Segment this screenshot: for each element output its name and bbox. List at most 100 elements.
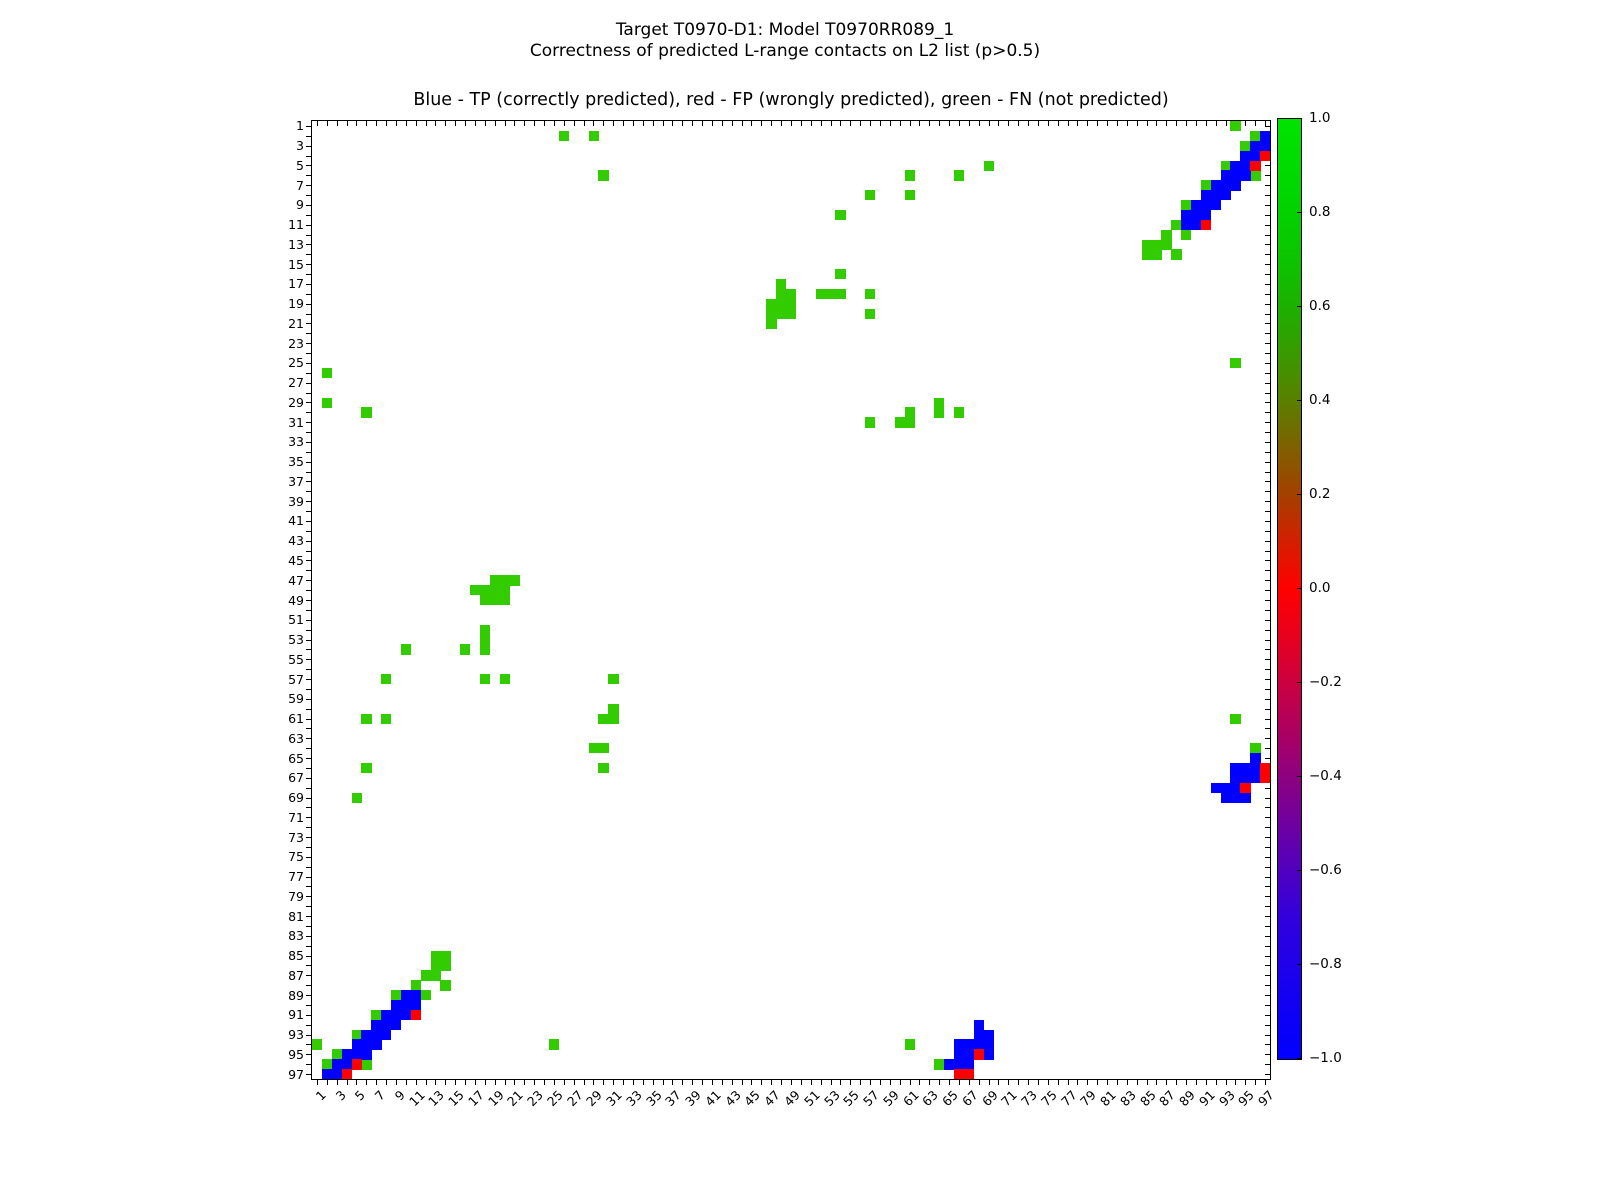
y-axis-tick-right — [1265, 402, 1270, 404]
y-axis-tick-right — [1265, 550, 1270, 552]
x-axis-tick — [1225, 1079, 1227, 1085]
y-axis-tick-right — [1265, 491, 1270, 493]
y-axis-tick-right — [1265, 856, 1270, 858]
x-axis-tick — [721, 1079, 723, 1085]
x-axis-tick-top — [1097, 121, 1099, 126]
contact-cell-fn — [499, 585, 510, 596]
x-axis-tick — [1018, 1079, 1020, 1085]
y-axis-label: 79 — [288, 888, 304, 904]
x-axis-tick-top — [415, 121, 417, 126]
contact-cell-fp — [1260, 150, 1271, 161]
x-axis-tick — [425, 1079, 427, 1085]
x-axis-tick-top — [583, 121, 585, 126]
contact-cell-fn — [509, 575, 520, 586]
contact-cell-fp — [1200, 219, 1212, 231]
contact-cell-tp — [1181, 219, 1192, 231]
x-axis-tick-top — [860, 121, 862, 126]
y-axis-tick-right — [1265, 609, 1270, 611]
contact-cell-tp — [1250, 753, 1261, 764]
x-axis-tick-top — [514, 121, 516, 126]
x-axis-tick-top — [850, 121, 852, 126]
y-axis-label: 87 — [288, 967, 304, 983]
contact-cell-fp — [410, 1009, 422, 1021]
x-axis-tick-top — [1195, 121, 1197, 126]
y-axis-tick-right — [1265, 323, 1270, 325]
y-axis-tick — [306, 382, 312, 384]
x-axis-tick-top — [346, 121, 348, 126]
contact-cell-fn — [776, 308, 787, 319]
x-axis-tick — [791, 1079, 792, 1085]
x-axis-tick-top — [1215, 121, 1217, 126]
x-axis-tick-top — [336, 121, 338, 126]
x-axis-tick — [850, 1079, 852, 1085]
y-axis-tick — [306, 866, 312, 868]
y-axis-tick — [306, 679, 312, 680]
y-axis-tick — [306, 846, 312, 848]
contact-cell-fn — [1161, 239, 1172, 250]
y-axis-tick — [306, 777, 312, 779]
y-axis-tick — [306, 392, 312, 394]
contact-cell-fn — [766, 298, 777, 310]
contact-cell-fn — [1230, 121, 1241, 132]
contact-cell-tp — [1230, 792, 1241, 803]
x-axis-tick — [593, 1079, 595, 1085]
contact-cell-tp — [1230, 762, 1241, 774]
contact-cell-fn — [608, 703, 619, 714]
x-axis-tick — [563, 1079, 565, 1085]
contact-cell-fn — [1171, 219, 1182, 231]
plot-area — [311, 120, 1271, 1080]
y-axis-tick-right — [1265, 244, 1270, 246]
contact-cell-fn — [371, 1009, 382, 1021]
y-axis-tick — [306, 688, 312, 690]
y-axis-tick — [306, 916, 312, 918]
x-axis-tick — [761, 1079, 763, 1085]
contact-cell-fn — [470, 585, 481, 596]
y-axis-tick — [306, 945, 312, 947]
x-axis-tick — [1116, 1079, 1118, 1085]
y-axis-tick — [306, 1044, 312, 1046]
x-axis-tick — [1235, 1079, 1237, 1085]
y-axis-tick-right — [1265, 698, 1270, 700]
contact-cell-tp — [1230, 180, 1241, 191]
y-axis-tick-right — [1265, 639, 1270, 641]
x-axis-tick-top — [563, 121, 565, 126]
y-axis-tick-right — [1265, 382, 1270, 384]
y-axis-tick-right — [1265, 1074, 1270, 1076]
y-axis-tick-right — [1265, 264, 1270, 266]
contact-cell-fn — [479, 585, 491, 596]
y-axis-tick — [306, 175, 312, 177]
x-axis-tick — [395, 1079, 397, 1085]
y-axis-tick-right — [1265, 362, 1270, 364]
colorbar-tick — [1297, 306, 1301, 307]
y-axis-label: 69 — [288, 790, 304, 806]
x-axis-tick-top — [870, 121, 871, 126]
contact-cell-tp — [953, 1059, 965, 1070]
x-axis-tick — [366, 1079, 368, 1085]
x-axis-tick — [860, 1079, 862, 1085]
contact-cell-fn — [598, 743, 609, 754]
x-axis-tick-top — [465, 121, 467, 126]
y-axis-tick — [306, 254, 312, 256]
x-axis-tick-top — [1126, 121, 1128, 126]
contact-cell-tp — [1230, 782, 1241, 793]
contact-cell-tp — [400, 990, 412, 1001]
y-axis-tick — [306, 975, 312, 977]
contact-cell-fn — [865, 190, 876, 201]
contact-cell-fn — [420, 970, 431, 981]
y-axis-tick-right — [1265, 916, 1270, 918]
y-axis-tick-right — [1265, 886, 1270, 888]
contact-cell-tp — [973, 1029, 984, 1040]
contact-cell-fn — [865, 288, 876, 300]
contact-cell-fn — [815, 288, 826, 300]
x-axis-tick — [682, 1079, 684, 1085]
y-axis-tick-right — [1265, 372, 1270, 374]
x-axis-tick — [830, 1079, 832, 1085]
y-axis-tick-right — [1265, 511, 1270, 513]
contact-cell-fn — [953, 407, 965, 418]
y-axis-tick — [306, 1024, 312, 1026]
x-axis-tick-top — [1077, 121, 1079, 126]
y-axis-label: 53 — [288, 632, 304, 647]
x-axis-tick — [583, 1079, 585, 1085]
x-axis-tick — [889, 1079, 891, 1085]
contact-cell-fn — [489, 595, 501, 606]
